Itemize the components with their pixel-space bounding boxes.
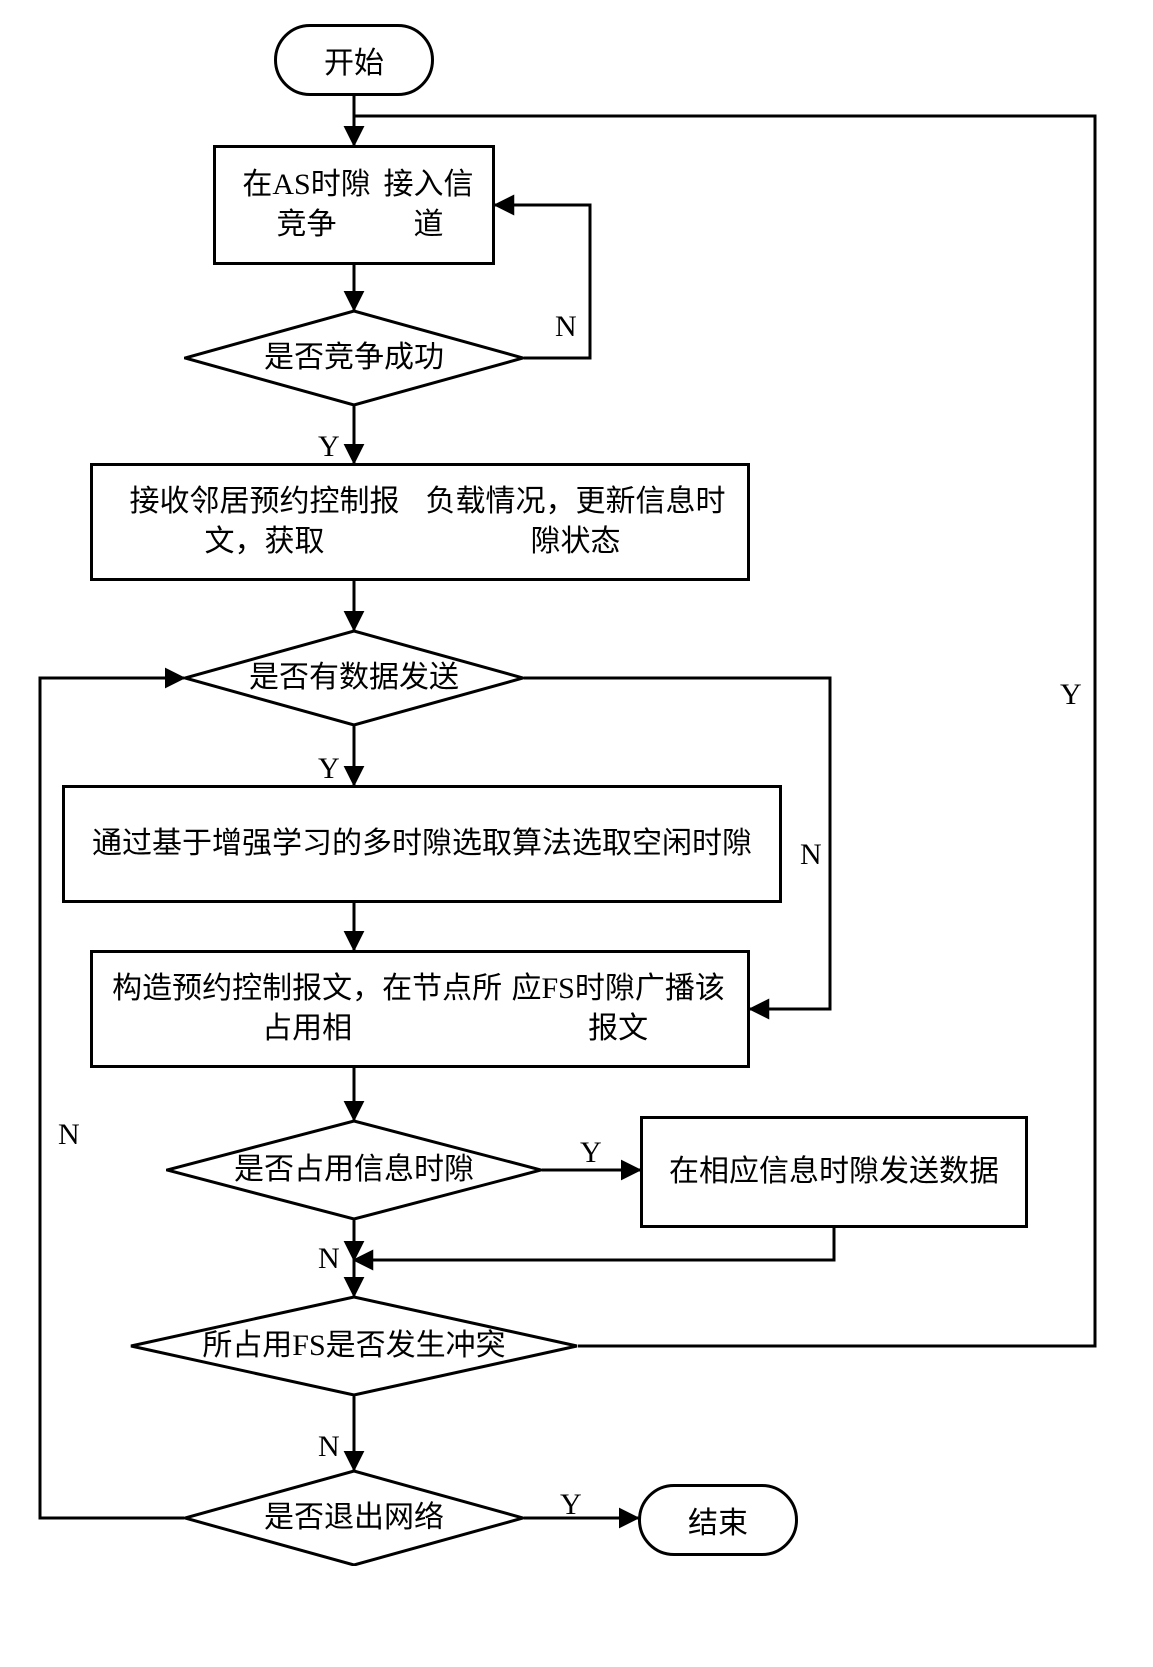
decision-node: 所占用FS是否发生冲突 — [130, 1296, 578, 1396]
edge — [354, 1228, 834, 1260]
text-line: 在AS时隙竞争 — [232, 165, 381, 246]
text-line: 应FS时隙广播该报文 — [505, 969, 731, 1050]
process-node: 在相应信息时隙发送数据 — [640, 1116, 1028, 1228]
text-line: 构造预约控制报文，在节点所占用相 — [109, 969, 505, 1050]
text-line: 接入信道 — [381, 165, 476, 246]
process-node: 通过基于增强学习的多时隙选取算法选取空闲时隙 — [62, 785, 782, 903]
end-terminator: 结束 — [638, 1484, 798, 1556]
text-line: 结束 — [688, 1498, 748, 1542]
text-line: 开始 — [324, 38, 384, 82]
process-node: 在AS时隙竞争接入信道 — [213, 145, 495, 265]
text-line: 在相应信息时隙发送 — [669, 1152, 939, 1193]
text-line: 负载情况，更新信息时隙状态 — [420, 482, 731, 563]
text-line: 空闲时隙 — [632, 824, 752, 865]
flowchart-canvas: YNYNYNNYYN开始在AS时隙竞争接入信道是否竞争成功接收邻居预约控制报文，… — [0, 0, 1153, 1667]
process-node: 构造预约控制报文，在节点所占用相应FS时隙广播该报文 — [90, 950, 750, 1068]
decision-label: 是否竞争成功 — [184, 310, 524, 406]
decision-node: 是否占用信息时隙 — [166, 1120, 542, 1220]
decision-label: 是否有数据发送 — [184, 630, 524, 726]
process-node: 接收邻居预约控制报文，获取负载情况，更新信息时隙状态 — [90, 463, 750, 581]
decision-node: 是否退出网络 — [184, 1470, 524, 1566]
decision-label: 是否退出网络 — [184, 1470, 524, 1566]
decision-label: 所占用FS是否发生冲突 — [130, 1296, 578, 1396]
decision-label: 是否占用信息时隙 — [166, 1120, 542, 1220]
text-line: 通过基于增强学习的多时隙选取算法选取 — [92, 824, 632, 865]
decision-node: 是否竞争成功 — [184, 310, 524, 406]
start-terminator: 开始 — [274, 24, 434, 96]
decision-node: 是否有数据发送 — [184, 630, 524, 726]
text-line: 接收邻居预约控制报文，获取 — [109, 482, 420, 563]
text-line: 数据 — [939, 1152, 999, 1193]
